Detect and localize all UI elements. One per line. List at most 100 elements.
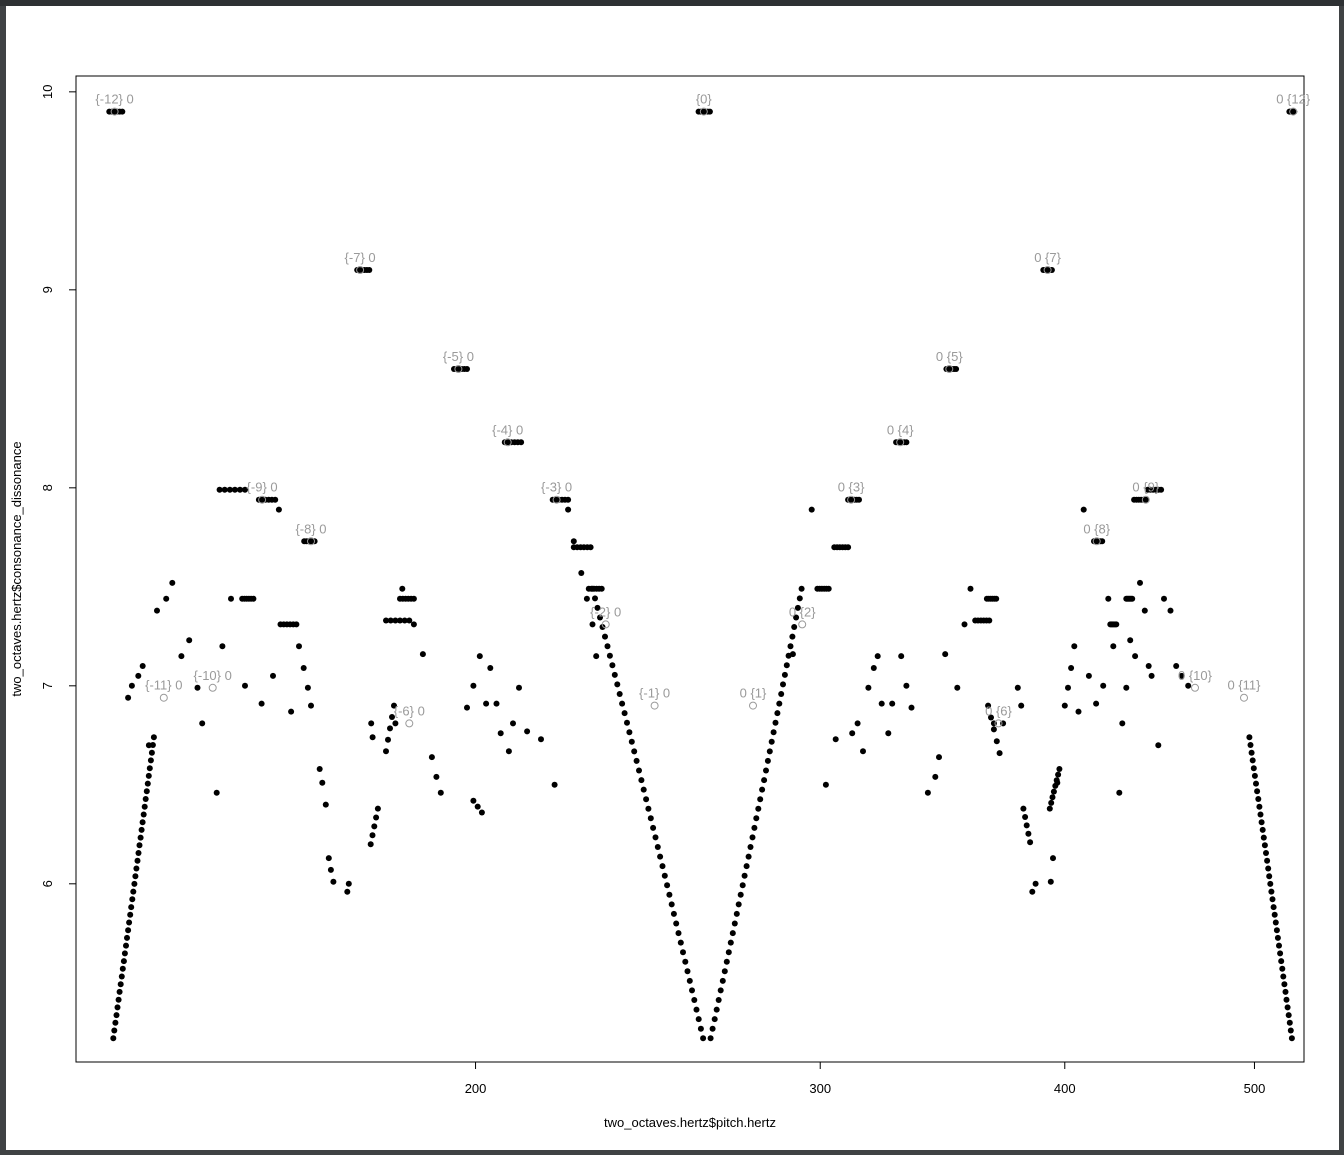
interval-label: {-3} 0 [541,480,572,495]
data-point [1167,607,1174,614]
data-point [387,725,393,732]
data-point [1265,865,1272,872]
data-point [1132,653,1139,660]
data-point [319,779,326,786]
data-point [110,1035,117,1042]
data-point [673,920,680,927]
interval-label: 0 {6} [985,703,1012,718]
data-point [141,803,148,810]
data-point [747,844,754,850]
data-point [1288,1035,1295,1042]
labeled-point-marker [405,719,414,728]
data-point [144,780,151,787]
data-point [385,736,391,743]
data-point [478,809,485,816]
data-point [845,544,852,551]
data-point [996,750,1003,757]
labeled-point-marker [847,495,856,504]
data-point [781,671,788,678]
data-point [794,604,801,611]
data-point [216,486,223,493]
data-point [330,878,337,885]
data-point [647,815,654,822]
scatter-chart: {-12} 0 {-11} 0 {-10} 0 {-9} 0 {-8} 0 {-7} 0 {… [9,75,1311,1130]
data-point [1061,702,1068,709]
data-point [1110,643,1117,650]
data-point [664,882,671,889]
data-point [1022,814,1029,820]
data-point [589,585,596,592]
data-point [1250,765,1257,772]
data-point [1119,720,1126,727]
data-point [1257,811,1264,818]
data-point [631,748,638,755]
data-point [856,496,862,503]
data-point [990,726,997,733]
data-point [1279,965,1286,972]
data-point [1054,779,1061,786]
data-point [383,617,389,624]
data-point [397,617,403,624]
data-point [300,665,307,671]
y-axis: 6 7 8 9 10 [40,85,77,887]
data-point [127,911,134,918]
data-point [1248,749,1255,756]
data-point [621,710,628,717]
data-point [609,662,616,669]
data-point [745,853,752,860]
data-point [643,796,650,803]
data-point [136,842,143,849]
data-point [1127,637,1134,644]
data-point [169,579,176,586]
data-point [374,805,381,812]
data-point [497,730,504,737]
data-point [129,896,136,903]
data-point [401,617,408,624]
x-tick-label: 300 [809,1081,831,1096]
labeled-point-marker [1289,107,1298,116]
data-point [199,720,206,727]
data-point [1271,911,1278,918]
interval-label: 0 {1} [740,686,767,701]
data-point [150,734,157,741]
labeled-point-marker [994,719,1003,728]
data-point [1270,904,1277,911]
data-point [1272,919,1279,926]
data-point [1148,672,1155,679]
data-point [741,872,748,879]
data-point [304,684,311,691]
data-point [636,767,642,774]
data-point [682,958,689,965]
data-point [242,682,248,689]
y-tick-label: 6 [40,880,55,887]
data-point [778,691,785,697]
data-point [1137,579,1143,586]
data-point [878,700,885,707]
data-point [242,486,248,493]
data-point [570,538,577,545]
data-point [551,781,558,788]
data-point [1116,789,1123,796]
interval-label: {-8} 0 [295,521,326,536]
data-point [505,748,512,755]
data-point [389,714,395,720]
interval-label: {-4} 0 [492,422,523,437]
data-point [594,604,601,611]
data-point [1278,958,1285,965]
interval-label: {-12} 0 [95,92,133,107]
data-point [755,805,762,812]
data-point [723,958,730,965]
data-point [308,702,314,709]
data-point [772,719,779,726]
data-point [1023,822,1030,829]
data-point [128,904,135,911]
labeled-point-marker [159,693,168,702]
data-point [524,728,531,735]
data-point [124,934,130,941]
data-point [798,585,805,592]
data-point [178,653,185,660]
data-point [727,939,734,946]
data-point [368,720,375,727]
data-point [538,736,544,743]
data-point [942,651,949,658]
